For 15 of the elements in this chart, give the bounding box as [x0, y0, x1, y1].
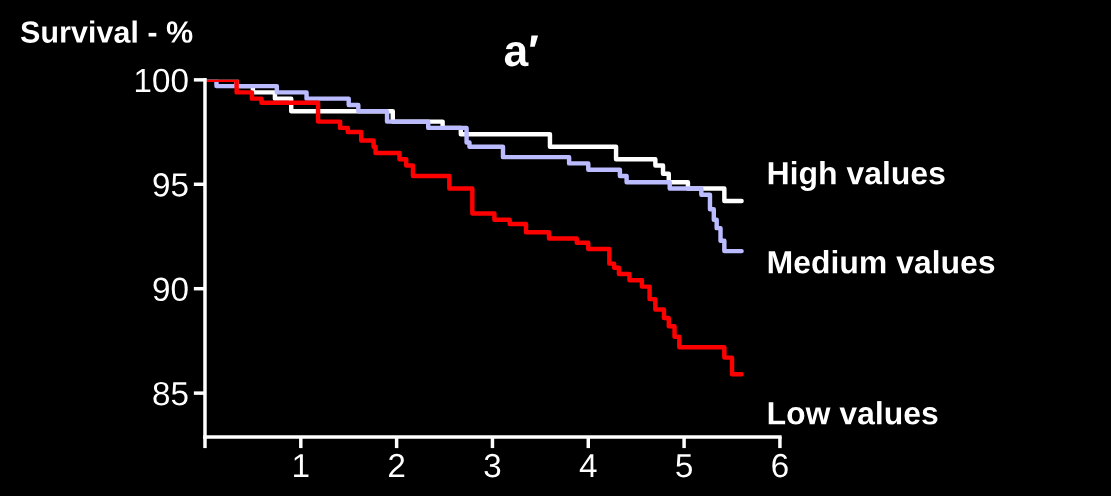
series-label: Low values — [768, 401, 938, 425]
y-tick-label: 95 — [153, 173, 188, 197]
x-tick-label: 6 — [772, 453, 788, 478]
x-tick-label: 1 — [294, 454, 309, 478]
x-tick-label: 4 — [579, 454, 597, 478]
y-tick-label: 100 — [135, 68, 188, 93]
y-tick-label: 85 — [153, 381, 188, 406]
series-label: High values — [768, 161, 945, 191]
chart-title: a′ — [504, 35, 539, 67]
y-axis-title: Survival - % — [20, 20, 193, 43]
y-tick-label: 90 — [153, 277, 188, 302]
x-tick-label: 3 — [484, 453, 501, 478]
x-tick-label: 2 — [389, 453, 405, 478]
x-tick-label: 5 — [676, 454, 692, 478]
series-label: Medium values — [768, 250, 995, 274]
